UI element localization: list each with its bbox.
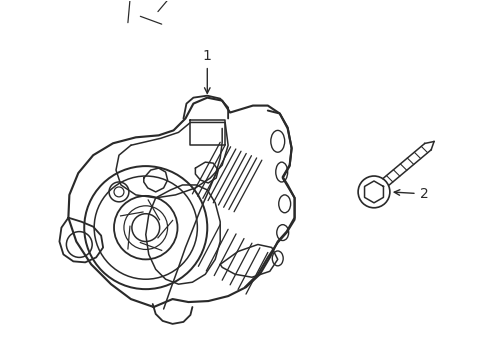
- Text: 1: 1: [203, 49, 211, 93]
- Text: 2: 2: [393, 187, 427, 201]
